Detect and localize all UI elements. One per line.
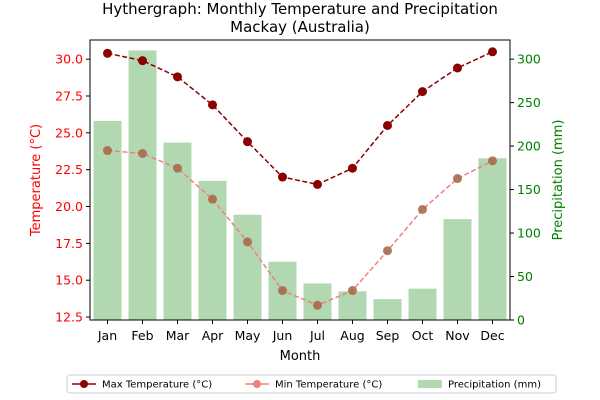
precip-bar-oct — [408, 288, 437, 320]
left-tick-label: 25.0 — [55, 125, 83, 140]
right-tick-label: 200 — [517, 139, 541, 154]
min-temp-point-aug — [348, 286, 357, 296]
x-tick-label: Aug — [340, 328, 364, 343]
x-tick-label: Mar — [166, 328, 190, 343]
chart-subtitle: Mackay (Australia) — [230, 18, 370, 36]
right-tick-label: 300 — [517, 52, 541, 67]
right-tick-label: 0 — [517, 313, 525, 328]
left-axis-label: Temperature (°C) — [29, 124, 44, 237]
min-temp-point-mar — [173, 163, 182, 173]
precip-bar-apr — [198, 180, 227, 320]
max-temp-point-apr — [208, 100, 217, 110]
legend-marker-1 — [253, 380, 261, 388]
precip-bar-dec — [478, 158, 507, 320]
left-tick-label: 20.0 — [55, 199, 83, 214]
x-tick-label: Jun — [272, 328, 293, 343]
min-temp-point-nov — [453, 174, 462, 184]
min-temp-point-oct — [418, 204, 427, 214]
max-temp-point-oct — [418, 87, 427, 97]
min-temp-point-jul — [313, 300, 322, 310]
x-tick-label: Feb — [131, 328, 153, 343]
x-tick-label: Dec — [480, 328, 504, 343]
min-temp-point-jun — [278, 286, 287, 296]
x-tick-label: Nov — [445, 328, 470, 343]
right-tick-label: 150 — [517, 182, 541, 197]
legend-label-0: Max Temperature (°C) — [102, 380, 212, 391]
right-axis: 0 50 100 150 200 250 300 — [510, 52, 541, 328]
max-temp-line — [107, 51, 493, 186]
max-temp-point-jun — [278, 172, 287, 182]
max-temp-point-jul — [313, 179, 322, 189]
x-tick-label: May — [235, 328, 261, 343]
left-axis: 12.5 15.0 17.5 20.0 22.5 25.0 27.5 30.0 — [55, 52, 90, 325]
x-axis-label: Month — [280, 349, 321, 364]
left-tick-label: 22.5 — [55, 162, 83, 177]
min-temp-point-jan — [103, 146, 112, 156]
min-temp-point-apr — [208, 194, 217, 204]
legend-box — [66, 374, 557, 394]
temperature-lines — [103, 47, 497, 310]
x-axis: Jan Feb Mar Apr May Jun Jul Aug Sep Oct Nov Dec — [97, 320, 505, 343]
right-axis-label: Precipitation (mm) — [551, 120, 566, 241]
precip-bar-sep — [373, 299, 402, 320]
left-tick-label: 12.5 — [55, 310, 83, 325]
min-temp-point-may — [243, 237, 252, 247]
min-temp-point-sep — [383, 246, 392, 256]
legend-label-2: Precipitation (mm) — [448, 380, 541, 391]
precip-bar-aug — [338, 291, 367, 320]
chart-title: Hythergraph: Monthly Temperature and Pre… — [102, 0, 498, 18]
plot-frame — [89, 39, 511, 321]
legend: Max Temperature (°C) Min Temperature (°C)… — [66, 374, 557, 394]
max-temp-point-aug — [348, 163, 357, 173]
legend-marker-0 — [80, 380, 88, 388]
min-temp-point-feb — [138, 148, 147, 158]
right-tick-label: 100 — [517, 226, 541, 241]
right-tick-label: 250 — [517, 95, 541, 110]
min-temp-point-dec — [488, 156, 497, 166]
left-tick-label: 15.0 — [55, 273, 83, 288]
max-temp-point-may — [243, 137, 252, 147]
max-temp-point-jan — [103, 48, 112, 58]
left-tick-label: 27.5 — [55, 89, 83, 104]
legend-label-1: Min Temperature (°C) — [275, 380, 382, 391]
left-tick-label: 17.5 — [55, 236, 83, 251]
x-tick-label: Jul — [309, 328, 325, 343]
right-tick-label: 50 — [517, 269, 533, 284]
precip-bar-nov — [443, 219, 472, 320]
max-temp-point-nov — [453, 63, 462, 73]
x-tick-label: Oct — [412, 328, 434, 343]
precip-bar-feb — [128, 50, 157, 320]
x-tick-label: Sep — [376, 328, 400, 343]
left-tick-label: 30.0 — [55, 52, 83, 67]
max-temp-point-sep — [383, 120, 392, 130]
legend-swatch-2 — [418, 380, 442, 388]
max-temp-point-mar — [173, 72, 182, 82]
precip-bar-may — [233, 214, 262, 320]
max-temp-point-feb — [138, 56, 147, 66]
x-tick-label: Jan — [97, 328, 117, 343]
x-tick-label: Apr — [202, 328, 224, 343]
max-temp-point-dec — [488, 47, 497, 57]
